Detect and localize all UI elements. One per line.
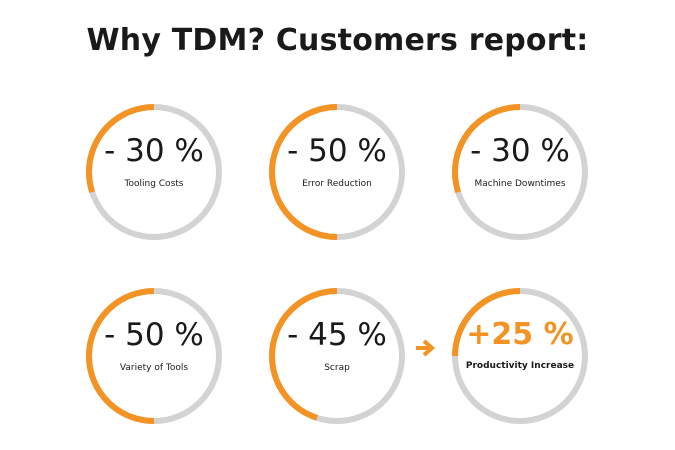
stat-value: - 45 %: [287, 317, 387, 353]
stat-variety-of-tools: - 50 % Variety of Tools: [86, 288, 222, 424]
page-title: Why TDM? Customers report:: [86, 23, 589, 58]
stat-label: Tooling Costs: [124, 179, 184, 189]
stat-tooling-costs: - 30 % Tooling Costs: [86, 104, 222, 240]
progress-ring: [86, 104, 222, 240]
stat-label: Error Reduction: [302, 179, 372, 189]
stat-label: Productivity Increase: [465, 361, 575, 371]
stat-label: Variety of Tools: [119, 363, 189, 373]
arrow-shape: [416, 339, 436, 357]
stat-value: - 30 %: [470, 133, 570, 169]
stat-value: - 50 %: [104, 317, 204, 353]
stat-value: - 50 %: [287, 133, 387, 169]
ring-fill: [452, 104, 588, 240]
stat-value: +25 %: [466, 317, 574, 352]
stat-value: - 30 %: [104, 133, 204, 169]
ring-fill: [269, 288, 405, 424]
stat-error-reduction: - 50 % Error Reduction: [269, 104, 405, 240]
stat-productivity-increase: +25 % Productivity Increase: [452, 288, 588, 424]
ring-fill: [86, 104, 222, 240]
progress-ring: [452, 104, 588, 240]
ring-fill: [269, 104, 405, 240]
stat-machine-downtimes: - 30 % Machine Downtimes: [452, 104, 588, 240]
stat-label: Scrap: [324, 363, 350, 373]
stat-label: Machine Downtimes: [474, 179, 566, 189]
ring-fill: [86, 288, 222, 424]
progress-ring: [269, 288, 405, 424]
ring-fill: [452, 288, 588, 424]
progress-ring: [86, 288, 222, 424]
stat-scrap: - 45 % Scrap: [269, 288, 405, 424]
progress-ring: [452, 288, 588, 424]
progress-ring: [269, 104, 405, 240]
arrow-right-icon: [416, 339, 436, 357]
